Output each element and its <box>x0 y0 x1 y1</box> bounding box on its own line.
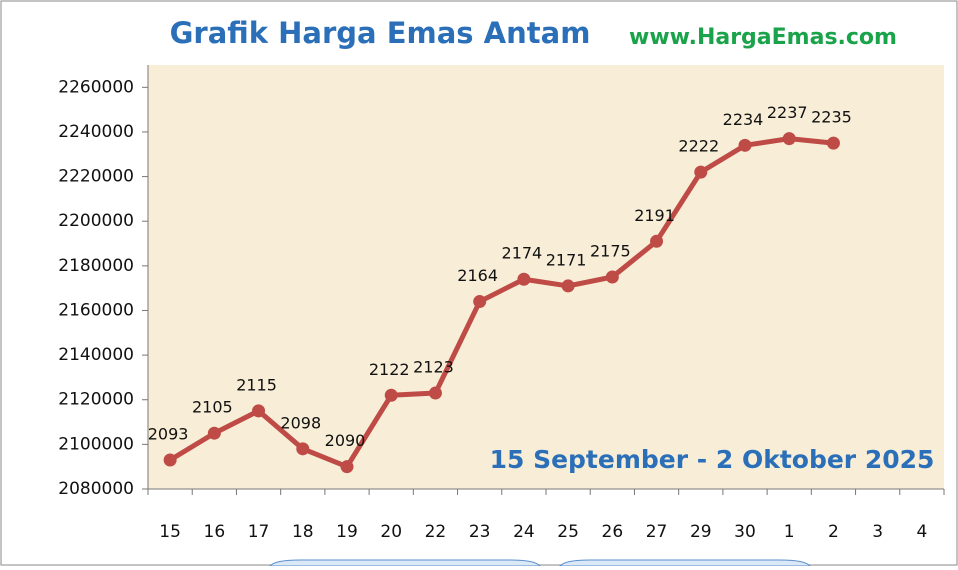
marker <box>561 279 575 293</box>
data-label: 2093 <box>148 424 189 443</box>
data-label: 2171 <box>546 250 587 269</box>
x-tick-label: 2 <box>828 522 839 542</box>
data-label: 2123 <box>413 358 454 377</box>
x-tick-label: 25 <box>557 522 579 542</box>
marker <box>384 388 398 402</box>
data-label: 2191 <box>634 206 675 225</box>
y-tick-label: 2120000 <box>58 390 134 410</box>
marker <box>207 426 221 440</box>
x-tick-label: 24 <box>513 522 535 542</box>
data-label: 2235 <box>811 108 852 127</box>
data-label: 2115 <box>236 375 277 394</box>
chart-title: Grafik Harga Emas Antam <box>170 16 591 50</box>
data-label: 2105 <box>192 398 233 417</box>
marker <box>340 460 354 474</box>
marker <box>296 442 310 456</box>
x-tick-label: 15 <box>159 522 181 542</box>
y-tick-label: 2140000 <box>58 345 134 365</box>
data-label: 2222 <box>678 137 719 156</box>
marker <box>738 138 752 152</box>
x-tick-label: 18 <box>292 522 314 542</box>
line <box>168 136 834 470</box>
data-label: 2098 <box>280 413 321 432</box>
x-tick-label: 17 <box>248 522 270 542</box>
marker <box>826 136 840 150</box>
y-tick-label: 2200000 <box>58 211 134 231</box>
data-label: 2237 <box>767 103 808 122</box>
x-tick-label: 23 <box>469 522 491 542</box>
marker <box>517 272 531 286</box>
y-tick-label: 2180000 <box>58 256 134 276</box>
data-label: 2175 <box>590 242 631 261</box>
marker <box>473 295 487 309</box>
marker <box>782 132 796 146</box>
x-tick-label: 4 <box>916 522 927 542</box>
y-tick-label: 2160000 <box>58 300 134 320</box>
y-tick-label: 2100000 <box>58 434 134 454</box>
marker <box>163 453 177 467</box>
marker <box>252 404 266 418</box>
marker <box>650 234 664 248</box>
marker <box>694 165 708 179</box>
y-tick-label: 2240000 <box>58 122 134 142</box>
x-tick-label: 20 <box>380 522 402 542</box>
x-tick-label: 29 <box>690 522 712 542</box>
y-tick-label: 2260000 <box>58 77 134 97</box>
x-tick-label: 30 <box>734 522 756 542</box>
marker <box>428 386 442 400</box>
data-label: 2174 <box>502 244 543 263</box>
data-label: 2122 <box>369 360 410 379</box>
bottom-decoration <box>268 559 812 567</box>
subtitle: www.HargaEmas.com <box>629 25 897 50</box>
x-tick-label: 27 <box>646 522 668 542</box>
data-label: 2164 <box>457 266 498 285</box>
marker <box>605 270 619 284</box>
x-tick-label: 3 <box>872 522 883 542</box>
plot-area <box>148 65 944 489</box>
x-tick-label: 1 <box>784 522 795 542</box>
x-tick-label: 16 <box>204 522 226 542</box>
y-tick-label: 2080000 <box>58 479 134 499</box>
annotation: 15 September - 2 Oktober 2025 <box>490 445 935 474</box>
x-tick-label: 19 <box>336 522 358 542</box>
data-label: 2090 <box>325 431 366 450</box>
x-tick-label: 26 <box>602 522 624 542</box>
x-tick-label: 22 <box>425 522 447 542</box>
data-label: 2234 <box>723 110 764 129</box>
y-tick-label: 2220000 <box>58 167 134 187</box>
